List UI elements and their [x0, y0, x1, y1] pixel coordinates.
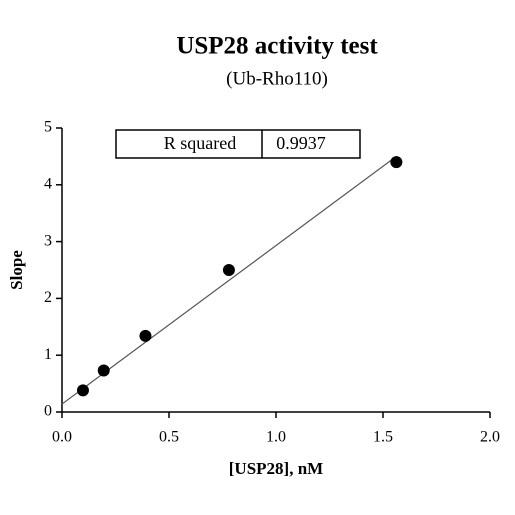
data-point	[222, 264, 235, 276]
y-tick-label: 0	[44, 403, 52, 420]
data-point	[76, 384, 89, 397]
chart-subtitle: (Ub-Rho110)	[226, 68, 328, 89]
data-point	[97, 364, 110, 377]
r-squared-value: 0.9937	[276, 133, 326, 153]
data-point	[390, 156, 403, 169]
x-tick-label: 0.0	[52, 429, 72, 446]
r-squared-box	[115, 129, 361, 159]
r-squared-label: R squared	[164, 133, 236, 153]
y-tick-label: 2	[44, 289, 52, 306]
y-tick-label: 4	[44, 175, 52, 192]
x-axis-label: [USP28], nM	[229, 459, 323, 478]
data-point	[139, 329, 152, 342]
y-tick-label: 3	[44, 232, 52, 249]
y-tick-label: 1	[44, 346, 52, 363]
x-tick-label: 1.5	[373, 429, 393, 446]
chart-title: USP28 activity test	[176, 33, 378, 60]
y-axis-label: Slope	[7, 250, 26, 290]
y-tick-label: 5	[44, 119, 52, 136]
x-tick-label: 0.5	[159, 429, 179, 446]
x-tick-label: 1.0	[266, 429, 286, 446]
x-tick-label: 2.0	[480, 429, 500, 446]
fit-line	[61, 155, 397, 405]
